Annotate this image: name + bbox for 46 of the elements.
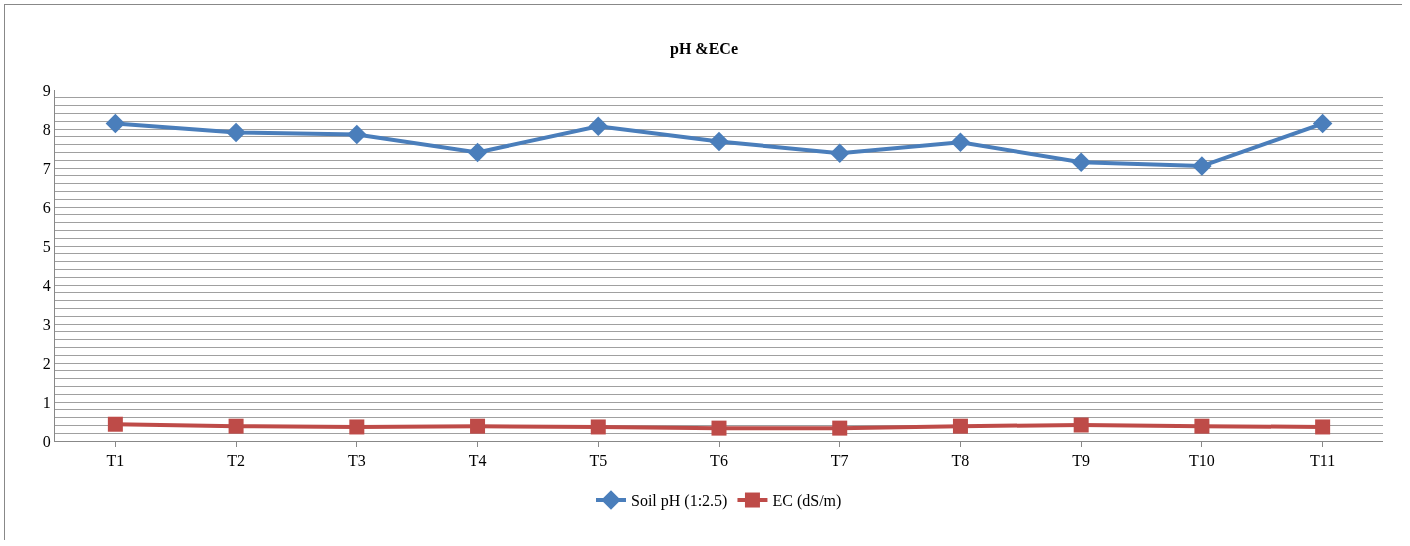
- point: [952, 418, 968, 434]
- y-tick-label: 8: [42, 120, 51, 138]
- point: [347, 124, 367, 145]
- x-tick-label: T8: [951, 452, 970, 470]
- x-tick-label: T5: [589, 452, 608, 470]
- point: [832, 420, 848, 436]
- legend-label: Soil pH (1:2.5): [631, 492, 728, 511]
- x-tick-label: T1: [106, 452, 125, 470]
- x-tick-label: T2: [227, 452, 245, 470]
- point: [1073, 417, 1089, 433]
- x-tick-label: T4: [468, 452, 487, 470]
- x-tick-label: T11: [1310, 452, 1336, 470]
- y-tick-label: 0: [42, 432, 51, 450]
- point: [1071, 152, 1091, 172]
- x-tick-label: T7: [830, 452, 849, 470]
- x-tick-label: T6: [710, 452, 728, 470]
- point: [590, 419, 606, 435]
- point: [228, 418, 244, 434]
- y-tick-label: 1: [42, 393, 51, 411]
- point: [107, 416, 123, 432]
- point: [588, 116, 609, 137]
- x-tick-label: T9: [1072, 452, 1091, 470]
- y-tick-label: 4: [42, 276, 51, 294]
- y-tick-label: 6: [42, 198, 51, 216]
- x-tick-label: T3: [347, 452, 366, 470]
- y-tick-label: 2: [42, 354, 51, 372]
- y-tick-label: 7: [42, 159, 51, 177]
- point: [467, 142, 488, 163]
- point: [226, 122, 246, 143]
- point: [709, 131, 729, 152]
- point: [950, 132, 971, 153]
- point: [829, 143, 850, 163]
- point: [711, 420, 727, 436]
- point: [105, 113, 126, 134]
- point: [1194, 418, 1210, 434]
- legend-label: EC (dS/m): [772, 492, 842, 511]
- point: [1315, 419, 1331, 435]
- point: [470, 418, 486, 434]
- y-tick-label: 3: [42, 315, 51, 333]
- x-tick-label: T10: [1189, 452, 1215, 470]
- point: [1312, 113, 1333, 134]
- point: [349, 419, 365, 435]
- y-tick-label: 5: [42, 237, 51, 255]
- point: [1192, 156, 1212, 176]
- chart-title: pH &ECe: [670, 39, 738, 58]
- y-tick-label: 9: [42, 81, 51, 99]
